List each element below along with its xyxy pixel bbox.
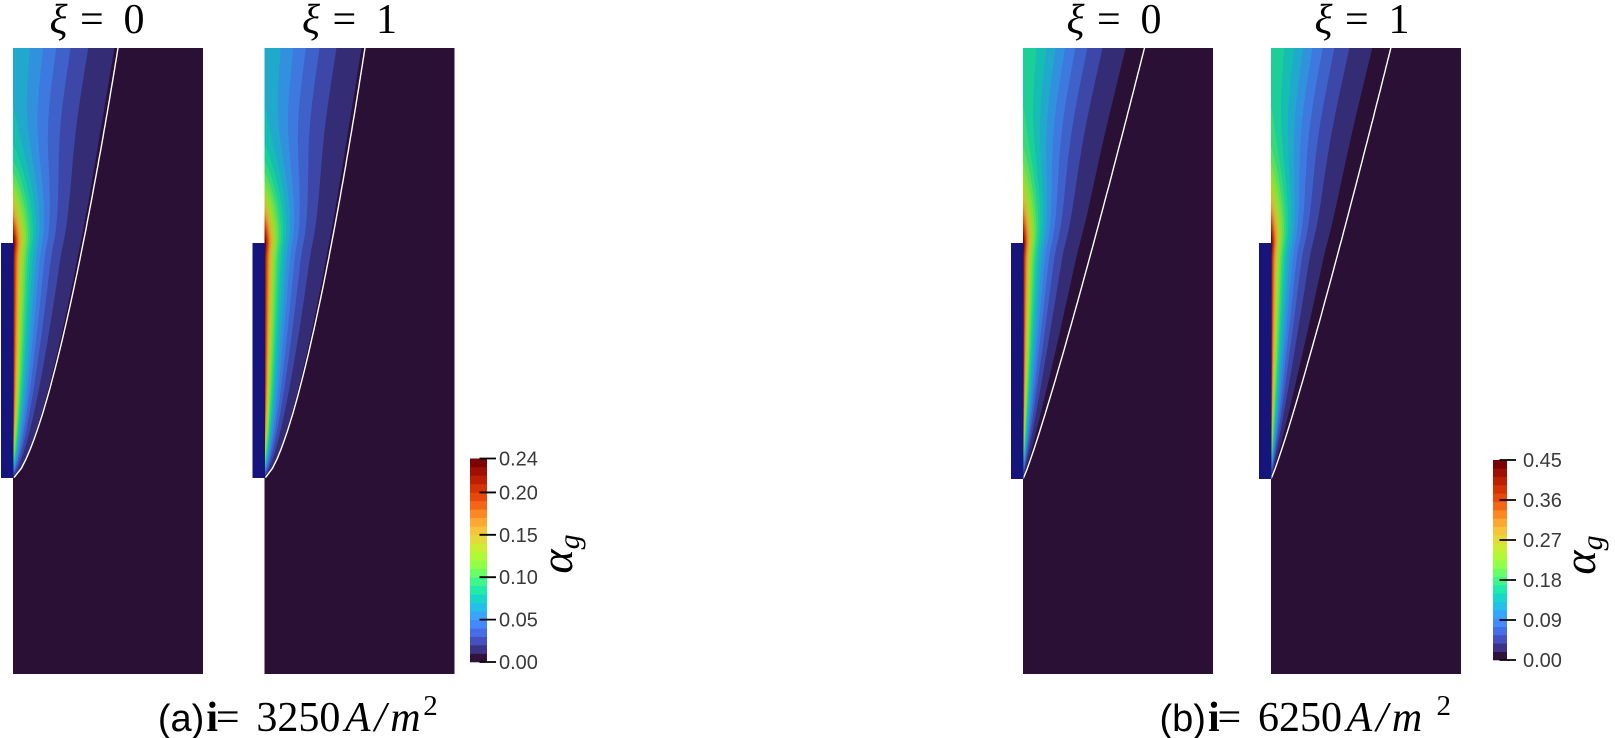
svg-text:ξ=0: ξ = 0: [1067, 0, 1162, 43]
svg-text:0.00: 0.00: [1523, 650, 1562, 672]
svg-text:ξ=1: ξ = 1: [1315, 0, 1410, 43]
svg-text:αg: αg: [1554, 535, 1609, 574]
svg-text:ξ=0: ξ = 0: [50, 0, 145, 43]
svg-text:0.10: 0.10: [499, 567, 538, 589]
svg-text:ξ=1: ξ = 1: [302, 0, 397, 43]
svg-text:0.45: 0.45: [1523, 450, 1562, 472]
svg-text:0.09: 0.09: [1523, 610, 1562, 632]
svg-text:0.20: 0.20: [499, 482, 538, 504]
svg-text:0.18: 0.18: [1523, 570, 1562, 592]
svg-text:0.00: 0.00: [499, 652, 538, 674]
svg-text:0.27: 0.27: [1523, 530, 1562, 552]
svg-text:0.15: 0.15: [499, 525, 538, 547]
svg-text:0.05: 0.05: [499, 610, 538, 632]
svg-text:αg: αg: [531, 534, 586, 573]
svg-text:0.36: 0.36: [1523, 490, 1562, 512]
svg-text:0.24: 0.24: [499, 449, 538, 471]
